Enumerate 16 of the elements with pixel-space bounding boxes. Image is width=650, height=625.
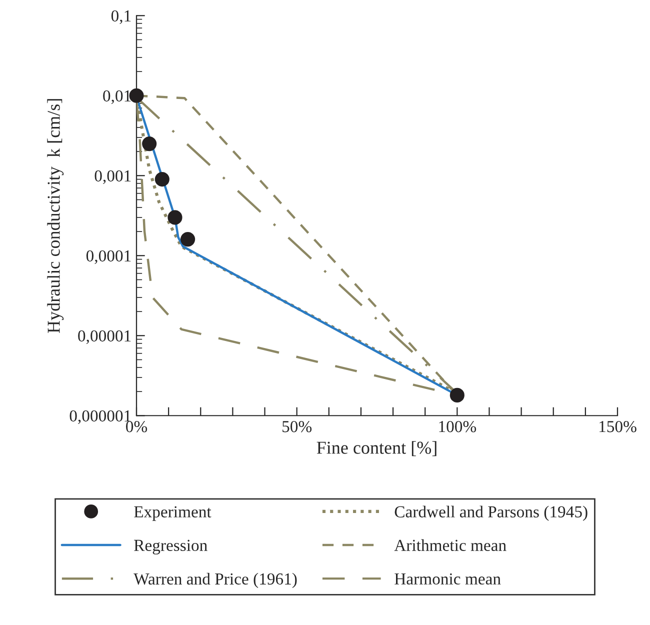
y-axis-title: Hydraulic conductivity k [cm/s] <box>47 99 64 333</box>
legend-label: Cardwell and Parsons (1945) <box>394 506 588 521</box>
x-tick-label: 100% <box>439 420 476 432</box>
legend-label: Arithmetic mean <box>394 539 506 552</box>
legend-label: Regression <box>134 540 208 554</box>
x-axis-title: Fine content [%] <box>316 441 436 456</box>
legend-label: Warren and Price (1961) <box>134 572 297 588</box>
y-tick-label: 0,01 <box>103 90 131 104</box>
y-tick-label: 0,0001 <box>86 250 131 264</box>
legend-label: Experiment <box>134 506 212 521</box>
legend-label: Harmonic mean <box>394 573 501 585</box>
y-tick-label: 0,1 <box>111 10 131 24</box>
x-tick-label: 150% <box>600 420 636 432</box>
y-tick-label: 0,00001 <box>78 330 131 344</box>
y-tick-label: 0,001 <box>94 170 131 184</box>
x-tick-label: 50% <box>282 420 312 432</box>
